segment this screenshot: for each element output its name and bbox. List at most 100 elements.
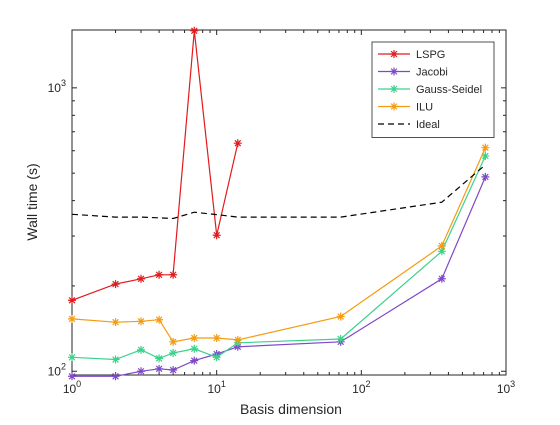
data-point-gauss-seidel <box>190 344 199 353</box>
data-point-lspg <box>155 270 164 279</box>
data-point-jacobi-glyph <box>190 356 199 365</box>
data-point-ilu <box>437 241 446 250</box>
series-line-gauss-seidel <box>71 155 486 361</box>
data-point-gauss-seidel <box>169 348 178 357</box>
data-point-ilu <box>190 334 199 343</box>
legend-marker-gauss-seidel <box>390 85 398 93</box>
y-axis-label: Wall time (s) <box>24 163 40 240</box>
data-point-ilu <box>336 312 345 321</box>
data-point-lspg-glyph <box>190 26 199 35</box>
data-point-ilu-glyph <box>68 314 76 323</box>
data-point-lspg <box>68 296 76 305</box>
data-point-ilu <box>233 335 242 344</box>
data-point-lspg <box>233 139 242 148</box>
x-tick-label: 102 <box>352 379 370 396</box>
data-point-lspg-glyph <box>212 231 221 240</box>
data-point-lspg <box>137 274 146 283</box>
data-point-ilu-glyph <box>155 315 164 324</box>
data-point-lspg <box>212 231 221 240</box>
data-point-ilu-glyph <box>212 334 221 343</box>
legend-marker-jacobi <box>390 67 398 76</box>
series-group <box>68 26 490 381</box>
data-point-lspg-glyph <box>137 274 146 283</box>
data-point-gauss-seidel-glyph <box>137 345 146 354</box>
data-point-ilu-glyph <box>481 143 490 152</box>
series-line-lspg <box>71 30 239 301</box>
x-axis-label: Basis dimension <box>240 401 342 417</box>
data-point-lspg <box>190 26 199 35</box>
data-point-gauss-seidel <box>137 345 146 354</box>
y-tick-label: 103 <box>48 78 66 95</box>
data-point-gauss-seidel-glyph <box>437 247 446 256</box>
x-tick-label: 101 <box>207 379 225 396</box>
data-point-jacobi-glyph <box>111 372 120 381</box>
data-point-ilu-glyph <box>169 337 178 346</box>
data-point-jacobi <box>111 372 120 381</box>
legend-label-lspg: LSPG <box>416 49 445 61</box>
data-point-jacobi-glyph <box>137 367 146 376</box>
data-point-jacobi <box>68 372 76 381</box>
series-line-jacobi <box>72 176 486 377</box>
data-point-jacobi-glyph <box>481 172 490 181</box>
data-point-lspg-glyph <box>111 280 120 289</box>
data-point-ilu <box>137 317 146 326</box>
data-point-ilu-glyph <box>137 317 146 326</box>
data-point-ilu <box>111 318 120 327</box>
data-point-jacobi <box>155 364 164 373</box>
legend-marker-jacobi-glyph <box>390 67 398 76</box>
data-point-gauss-seidel-glyph <box>169 348 178 357</box>
legend-marker-gauss-seidel-glyph <box>390 85 398 93</box>
data-point-gauss-seidel <box>68 353 76 362</box>
data-point-lspg <box>169 270 178 279</box>
series-line-ideal <box>71 164 486 220</box>
data-point-jacobi <box>481 172 490 181</box>
data-point-gauss-seidel-glyph <box>155 354 164 363</box>
legend-label-ideal: Ideal <box>416 119 440 131</box>
legend-marker-ilu-glyph <box>390 102 398 111</box>
x-tick-label: 100 <box>63 379 81 396</box>
plot-area-box <box>71 29 507 376</box>
data-point-gauss-seidel <box>336 334 345 343</box>
data-point-lspg-glyph <box>169 270 178 279</box>
data-point-jacobi <box>169 366 178 375</box>
data-point-lspg <box>111 280 120 289</box>
data-point-gauss-seidel-glyph <box>481 151 490 160</box>
data-point-ilu-glyph <box>190 334 199 343</box>
data-point-jacobi <box>190 356 199 365</box>
legend-label-ilu: ILU <box>416 102 433 114</box>
legend-label-jacobi: Jacobi <box>416 67 448 79</box>
data-point-ilu <box>212 334 221 343</box>
tick-group: 100 101 102 103 102 103 <box>48 30 515 396</box>
data-point-gauss-seidel <box>212 353 221 362</box>
data-point-ilu <box>155 315 164 324</box>
data-point-jacobi <box>137 367 146 376</box>
series-line-ilu <box>71 147 486 343</box>
legend: LSPG Jacobi Gauss-Seidel ILU Ideal <box>371 41 495 138</box>
data-point-ilu <box>169 337 178 346</box>
data-point-gauss-seidel-glyph <box>111 355 120 364</box>
data-point-ilu-glyph <box>437 241 446 250</box>
data-point-gauss-seidel <box>155 354 164 363</box>
data-point-gauss-seidel <box>111 355 120 364</box>
data-point-gauss-seidel <box>481 151 490 160</box>
data-point-ilu-glyph <box>233 335 242 344</box>
x-tick-label: 103 <box>497 379 515 396</box>
data-point-ilu-glyph <box>336 312 345 321</box>
data-point-gauss-seidel <box>437 247 446 256</box>
data-point-ilu-glyph <box>111 318 120 327</box>
data-point-ilu <box>68 314 76 323</box>
data-point-gauss-seidel-glyph <box>190 344 199 353</box>
data-point-gauss-seidel-glyph <box>212 353 221 362</box>
data-point-jacobi-glyph <box>437 274 446 283</box>
data-point-jacobi <box>437 274 446 283</box>
data-point-lspg-glyph <box>233 139 242 148</box>
data-point-lspg-glyph <box>68 296 76 305</box>
data-point-gauss-seidel-glyph <box>68 353 76 362</box>
axes-frame <box>71 29 507 376</box>
data-point-jacobi-glyph <box>68 372 76 381</box>
data-point-jacobi-glyph <box>155 364 164 373</box>
data-point-gauss-seidel-glyph <box>336 334 345 343</box>
legend-box <box>371 41 495 138</box>
